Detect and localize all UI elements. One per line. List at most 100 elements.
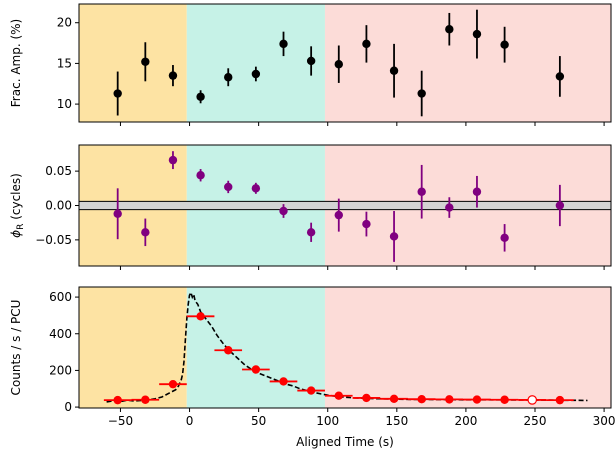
band-decay xyxy=(324,287,611,408)
data-marker xyxy=(251,365,261,374)
data-marker xyxy=(196,312,205,321)
x-tick-label: 150 xyxy=(385,414,408,428)
counts-point xyxy=(435,395,464,404)
x-tick-label: 0 xyxy=(186,414,194,428)
y-axis-label: Counts / s / PCU xyxy=(9,300,23,396)
phase-point xyxy=(251,182,261,194)
panel-phase: 0.05 0.00 −0.05 ϕR (cycles) xyxy=(9,144,612,270)
data-marker xyxy=(500,395,509,404)
amp-point xyxy=(279,31,288,57)
amp-point xyxy=(306,46,316,76)
x-tick-label: 100 xyxy=(316,414,339,428)
x-tick-label: 300 xyxy=(593,414,616,428)
data-marker xyxy=(279,206,288,216)
panel-count-rate: 0 200 400 600 −50 0 50 100 150 200 250 300 Counts / … xyxy=(9,286,616,428)
data-marker xyxy=(251,69,261,79)
phase-point xyxy=(389,211,399,262)
data-marker xyxy=(417,395,426,404)
x-tick-label: 200 xyxy=(454,414,477,428)
data-marker xyxy=(306,386,316,395)
band-peak xyxy=(186,4,325,122)
data-marker xyxy=(224,73,233,82)
zero-band xyxy=(78,200,612,211)
data-marker xyxy=(334,391,343,400)
amp-point xyxy=(196,90,205,104)
amp-point xyxy=(334,45,343,83)
data-marker xyxy=(141,57,150,66)
data-marker xyxy=(417,89,426,98)
counts-point xyxy=(269,377,298,386)
amp-point xyxy=(113,71,122,116)
counts-point xyxy=(186,312,215,321)
counts-point xyxy=(324,391,353,400)
data-marker xyxy=(362,39,371,49)
y-tick-label: 20 xyxy=(57,16,72,30)
amp-point xyxy=(141,42,150,82)
y-tick-label: 0.05 xyxy=(45,164,72,178)
counts-point xyxy=(297,386,325,395)
phase-point xyxy=(196,169,205,182)
data-marker xyxy=(306,56,316,66)
data-marker xyxy=(113,395,122,405)
counts-point xyxy=(214,346,243,355)
counts-point xyxy=(463,395,491,404)
data-marker xyxy=(224,346,233,355)
y-axis-label: ϕR (cycles) xyxy=(9,173,26,238)
data-marker xyxy=(224,182,233,192)
counts-point xyxy=(131,395,160,404)
panel-fractional-amplitude: 10 15 20 Frac. Amp. (%) xyxy=(9,3,612,126)
data-marker xyxy=(472,187,482,196)
data-marker xyxy=(445,395,454,404)
data-marker xyxy=(472,29,482,39)
axes-frame xyxy=(78,286,612,409)
data-marker xyxy=(500,40,509,49)
x-tick-label: 50 xyxy=(251,414,266,428)
data-marker xyxy=(527,395,538,405)
amp-point xyxy=(472,9,482,59)
y-tick-label: 0.00 xyxy=(45,199,72,213)
data-marker xyxy=(279,39,288,49)
y-tick-label: 10 xyxy=(57,97,72,111)
counts-point xyxy=(352,393,381,403)
y-tick-label: −0.05 xyxy=(35,233,72,247)
data-marker xyxy=(334,210,343,220)
counts-point xyxy=(242,365,270,374)
phase-point xyxy=(362,211,371,237)
counts-point xyxy=(103,395,132,405)
phase-point xyxy=(445,197,454,218)
data-marker xyxy=(500,233,509,243)
counts-point xyxy=(490,395,519,404)
amp-point xyxy=(500,26,509,63)
data-marker xyxy=(168,155,178,165)
phase-point xyxy=(500,224,509,252)
data-marker xyxy=(168,379,178,389)
y-tick-label: 600 xyxy=(49,290,72,304)
amp-point xyxy=(417,70,426,117)
amp-point xyxy=(251,66,261,82)
phase-point xyxy=(113,188,122,240)
data-marker xyxy=(251,184,261,193)
phase-point xyxy=(555,184,565,227)
band-rise xyxy=(79,4,187,122)
data-marker xyxy=(113,89,122,98)
data-marker xyxy=(417,187,426,196)
counts-point xyxy=(159,379,187,389)
data-marker xyxy=(389,66,399,75)
data-marker xyxy=(334,60,343,69)
y-tick-label: 400 xyxy=(49,327,72,341)
phase-point xyxy=(472,175,482,208)
data-marker xyxy=(472,395,482,404)
data-marker xyxy=(555,201,565,210)
counts-point xyxy=(518,395,547,405)
phase-point xyxy=(334,198,343,232)
counts-point xyxy=(546,395,574,405)
band-rise xyxy=(79,287,187,408)
amp-point xyxy=(224,68,233,87)
data-marker xyxy=(141,228,150,237)
phase-point xyxy=(224,180,233,194)
y-tick-label: 200 xyxy=(49,363,72,377)
data-marker xyxy=(555,395,565,405)
data-marker xyxy=(168,71,178,80)
amp-point xyxy=(362,25,371,63)
